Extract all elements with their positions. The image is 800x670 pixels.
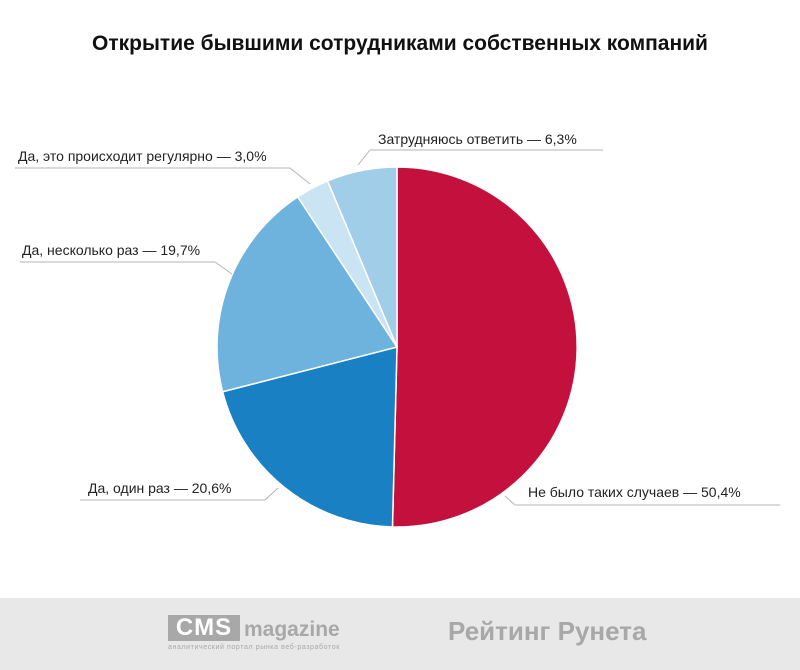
leader-tick — [504, 495, 516, 506]
chart-title: Открытие бывшими сотрудниками собственны… — [92, 32, 708, 55]
pie-slice — [326, 166, 398, 348]
slice-label: Да, один раз — 20,6% — [88, 480, 231, 496]
leader-tick — [357, 149, 371, 166]
leader-tick — [289, 167, 311, 185]
slice-label: Да, это происходит регулярно — 3,0% — [18, 148, 267, 164]
rating-runeta-logo: Рейтинг Рунета — [448, 616, 647, 646]
footer-bar: CMS magazine аналитический портал рынка … — [0, 598, 800, 670]
cms-logo: CMS — [168, 615, 240, 641]
slice-label: Затрудняюсь ответить — 6,3% — [378, 131, 577, 147]
slice-label: Не было таких случаев — 50,4% — [528, 484, 741, 500]
pie-slice — [221, 346, 398, 528]
leader-tick — [264, 487, 279, 501]
cms-tagline: аналитический портал рынка веб-разработо… — [168, 644, 340, 651]
pie-slice — [216, 195, 399, 393]
pie-slice — [391, 166, 578, 528]
pie-chart: Не было таких случаев — 50,4% Да, один ра… — [15, 131, 780, 528]
slice-label: Да, несколько раз — 19,7% — [22, 242, 200, 258]
leader-tick — [214, 261, 233, 275]
cms-logo-word: magazine — [244, 618, 340, 641]
